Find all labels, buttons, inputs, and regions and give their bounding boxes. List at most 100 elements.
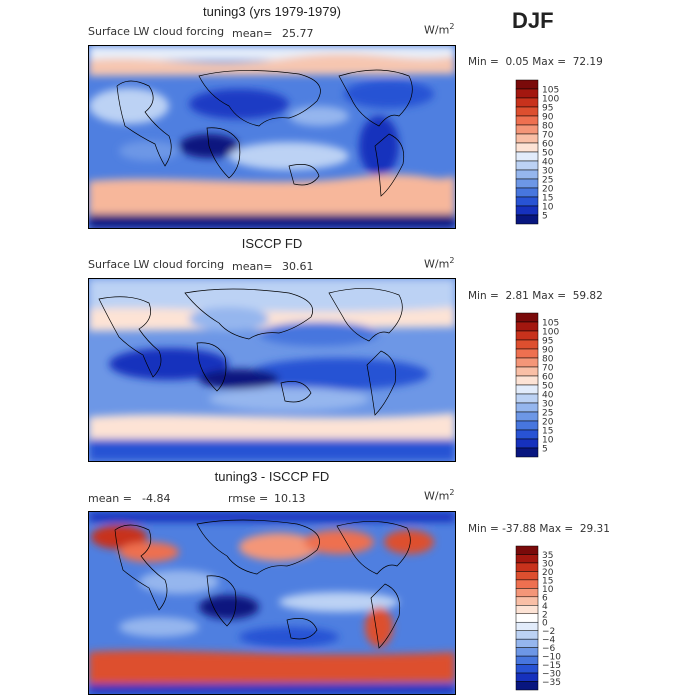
colorbar-tick-label: −2 [542, 627, 555, 637]
colorbar-swatch [515, 339, 539, 350]
colorbar-swatch [515, 681, 539, 691]
colorbar-swatch [515, 375, 539, 386]
colorbar-swatch [515, 169, 539, 180]
colorbar-tick-label: 105 [542, 86, 559, 96]
panel-2-map-svg [89, 279, 455, 461]
coastlines [114, 519, 411, 649]
colorbar-swatch [515, 384, 539, 395]
colorbar-tick-label: −15 [542, 661, 561, 671]
colorbar-tick-label: 80 [542, 355, 554, 365]
panel-3-rmse-label: rmse = [228, 492, 269, 505]
colorbar-swatch [515, 124, 539, 135]
season-label: DJF [512, 8, 554, 33]
colorbar-tick-label: −4 [542, 636, 556, 646]
colorbar-swatch [515, 214, 539, 225]
panel-2-mean-label: mean= [232, 260, 273, 273]
colorbar-swatch [515, 115, 539, 126]
colorbar-swatch [515, 571, 539, 581]
panel-3-unit: W/m2 [424, 488, 455, 503]
panel-3-mean-label: mean = [88, 492, 132, 505]
panel-1-colorbar: 105 100 95 90 80 70 60 50 40 30 25 20 15 10 5 [515, 79, 576, 225]
colorbar-swatch [515, 411, 539, 422]
colorbar-swatch [515, 79, 539, 90]
panel-1-map-svg [89, 46, 455, 228]
panel-2-map [88, 278, 456, 462]
colorbar-swatch [515, 605, 539, 615]
panel-1-mean-label: mean= [232, 27, 273, 40]
colorbar-tick-label: 95 [542, 337, 553, 347]
panel-3-mean-value: -4.84 [142, 492, 171, 505]
panel-1-map [88, 45, 456, 229]
colorbar-swatch [515, 133, 539, 144]
colorbar-tick-label: 30 [542, 400, 554, 410]
colorbar-tick-label: 80 [542, 122, 554, 132]
panel-2-left-label: Surface LW cloud forcing [88, 258, 225, 271]
colorbar-tick-label: 50 [542, 382, 554, 392]
colorbar-swatch [515, 545, 539, 555]
colorbar-swatch [515, 196, 539, 207]
colorbar-swatch [515, 621, 539, 631]
panel-3-map-svg [89, 512, 455, 694]
colorbar-tick-label: 100 [542, 95, 559, 105]
panel-3-map [88, 511, 456, 695]
colorbar-tick-label: 4 [542, 602, 548, 612]
colorbar-tick-label: 10 [542, 585, 554, 595]
colorbar-tick-label: 60 [542, 140, 554, 150]
colorbar-tick-label: 15 [542, 576, 553, 586]
panel-2-unit: W/m2 [424, 256, 455, 271]
colorbar-swatch [515, 357, 539, 368]
colorbar-swatch [515, 97, 539, 108]
coastlines [116, 69, 413, 197]
panel-2-minmax: Min = 2.81 Max = 59.82 [468, 290, 603, 302]
panel-1-unit: W/m2 [424, 22, 455, 37]
colorbar-swatch [515, 630, 539, 640]
colorbar-tick-label: 6 [542, 593, 548, 603]
colorbar-swatch [515, 588, 539, 598]
colorbar-swatch [515, 447, 539, 458]
colorbar-swatch [515, 160, 539, 171]
colorbar-tick-label: −35 [542, 678, 561, 688]
panel-2-title: ISCCP FD [241, 236, 303, 251]
colorbar-tick-label: 70 [542, 131, 554, 141]
colorbar-tick-label: 20 [542, 185, 554, 195]
colorbar-tick-label: 0 [542, 619, 548, 629]
colorbar-swatch [515, 88, 539, 99]
colorbar-tick-label: 100 [542, 328, 559, 338]
colorbar-tick-label: 70 [542, 364, 554, 374]
colorbar-tick-label: 20 [542, 418, 554, 428]
colorbar-tick-label: 60 [542, 373, 554, 383]
colorbar-tick-label: 40 [542, 391, 554, 401]
colorbar-tick-label: 10 [542, 436, 554, 446]
panel-1-title: tuning3 (yrs 1979-1979) [202, 4, 342, 19]
coastlines [98, 288, 403, 416]
colorbar-tick-label: 40 [542, 158, 554, 168]
colorbar-tick-label: 15 [542, 194, 553, 204]
colorbar-tick-label: 105 [542, 319, 559, 329]
colorbar-swatch [515, 554, 539, 564]
panel-1-mean-value: 25.77 [282, 27, 314, 40]
colorbar-tick-label: 25 [542, 409, 553, 419]
colorbar-tick-label: 15 [542, 427, 553, 437]
colorbar-swatch [515, 348, 539, 359]
colorbar-tick-label: 5 [542, 212, 548, 222]
colorbar-swatch [515, 647, 539, 657]
panel-1-minmax: Min = 0.05 Max = 72.19 [468, 56, 603, 68]
colorbar-swatch [515, 151, 539, 162]
colorbar-tick-label: 30 [542, 559, 554, 569]
panel-3-minmax: Min = -37.88 Max = 29.31 [468, 523, 610, 535]
colorbar-swatch [515, 638, 539, 648]
panel-3-title: tuning3 - ISCCP FD [214, 469, 330, 484]
colorbar-tick-label: 95 [542, 104, 553, 114]
colorbar-swatch [515, 420, 539, 431]
colorbar-swatch [515, 613, 539, 623]
panel-3-colorbar: 35 30 20 15 10 6 4 2 0 −2 −4 −6 −10 −15 −30 −35 [515, 545, 576, 691]
colorbar-tick-label: 90 [542, 113, 554, 123]
colorbar-swatch [515, 438, 539, 449]
colorbar-swatch [515, 429, 539, 440]
colorbar-tick-label: 5 [542, 445, 548, 455]
colorbar-swatch [515, 142, 539, 153]
colorbar-tick-label: 50 [542, 149, 554, 159]
colorbar-swatch [515, 106, 539, 117]
colorbar-swatch [515, 655, 539, 665]
colorbar-tick-label: −10 [542, 653, 561, 663]
